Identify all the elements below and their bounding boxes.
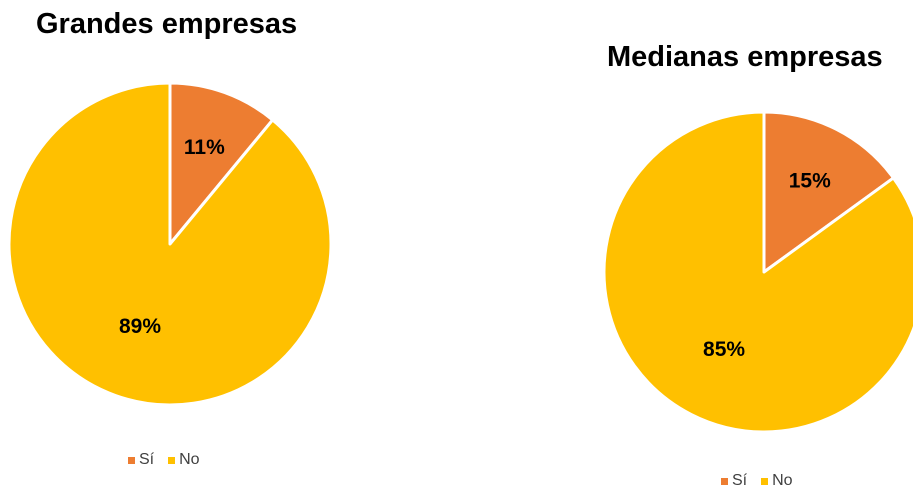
pie-slice-no (7, 81, 333, 407)
legend-swatch-si (128, 456, 135, 464)
legend-item-si: Sí (721, 472, 747, 490)
pie-slice-si (168, 81, 275, 246)
legend-swatch-no (168, 456, 176, 464)
legend-label-si: Sí (139, 451, 155, 468)
chart-title-medianas: Medianas empresas (607, 41, 883, 73)
data-label-no: 85% (703, 338, 745, 361)
legend-item-si: Sí (128, 451, 154, 469)
legend-swatch-no (761, 477, 769, 485)
pie-chart-medianas: 15% 85% (602, 110, 913, 434)
legend-medianas: Sí No (721, 472, 793, 490)
data-label-no: 89% (119, 315, 161, 338)
legend-label-si: Sí (732, 472, 748, 489)
legend-swatch-si (721, 477, 728, 485)
legend-label-no: No (772, 472, 793, 489)
chart-title-grandes: Grandes empresas (36, 8, 298, 40)
legend-item-no: No (761, 472, 793, 490)
pie-chart-grandes: 11% 89% (7, 81, 333, 407)
pie-slice-si (762, 110, 895, 274)
data-label-si: 11% (184, 136, 225, 159)
legend-grandes: Sí No (128, 451, 200, 469)
data-label-si: 15% (789, 170, 831, 193)
pie-slice-no (602, 110, 913, 434)
legend-label-no: No (179, 451, 200, 468)
legend-item-no: No (168, 451, 200, 469)
